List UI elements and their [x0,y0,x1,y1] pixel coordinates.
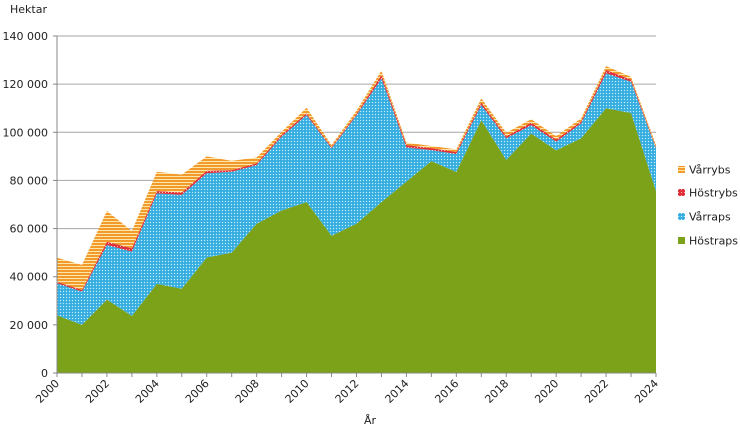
x-tick-label: 2024 [632,377,661,406]
x-axis-title: År [364,414,377,427]
legend-swatch [678,213,685,220]
y-tick-label: 20 000 [10,319,49,332]
legend-swatch [678,166,685,173]
area-vårrybs [57,66,656,290]
x-tick-label: 2020 [532,377,561,406]
x-tick-label: 2022 [582,377,611,406]
x-tick-label: 2010 [283,377,312,406]
legend-swatch [678,237,685,244]
legend-label: Vårrybs [689,164,731,177]
legend-item-vårrybs: Vårrybs [678,164,731,177]
area-vårraps [57,73,656,325]
y-tick-label: 60 000 [10,223,49,236]
x-tick-label: 2006 [183,377,212,406]
x-tick-label: 2002 [83,377,112,406]
area-höstrybs [57,69,656,292]
legend-item-höstraps: Höstraps [678,235,738,248]
x-tick-label: 2014 [383,377,412,406]
y-tick-label: 140 000 [3,30,49,43]
y-axis-title: Hektar [10,3,47,16]
y-tick-label: 100 000 [3,126,49,139]
x-tick-label: 2012 [333,377,362,406]
legend-swatch [678,189,685,196]
legend-label: Höstrybs [689,187,738,200]
x-tick-label: 2004 [133,377,162,406]
legend-label: Höstraps [689,235,738,248]
x-tick-label: 2018 [482,377,511,406]
y-tick-label: 80 000 [10,174,49,187]
x-tick-label: 2008 [233,377,262,406]
y-tick-label: 120 000 [3,78,49,91]
y-tick-label: 40 000 [10,271,49,284]
legend-item-höstrybs: Höstrybs [678,187,738,200]
x-tick-label: 2000 [33,377,62,406]
area-höstraps [57,108,656,373]
legend-label: Vårraps [689,211,731,224]
x-tick-label: 2016 [432,377,461,406]
y-tick-label: 0 [41,367,48,380]
legend-item-vårraps: Vårraps [678,211,731,224]
